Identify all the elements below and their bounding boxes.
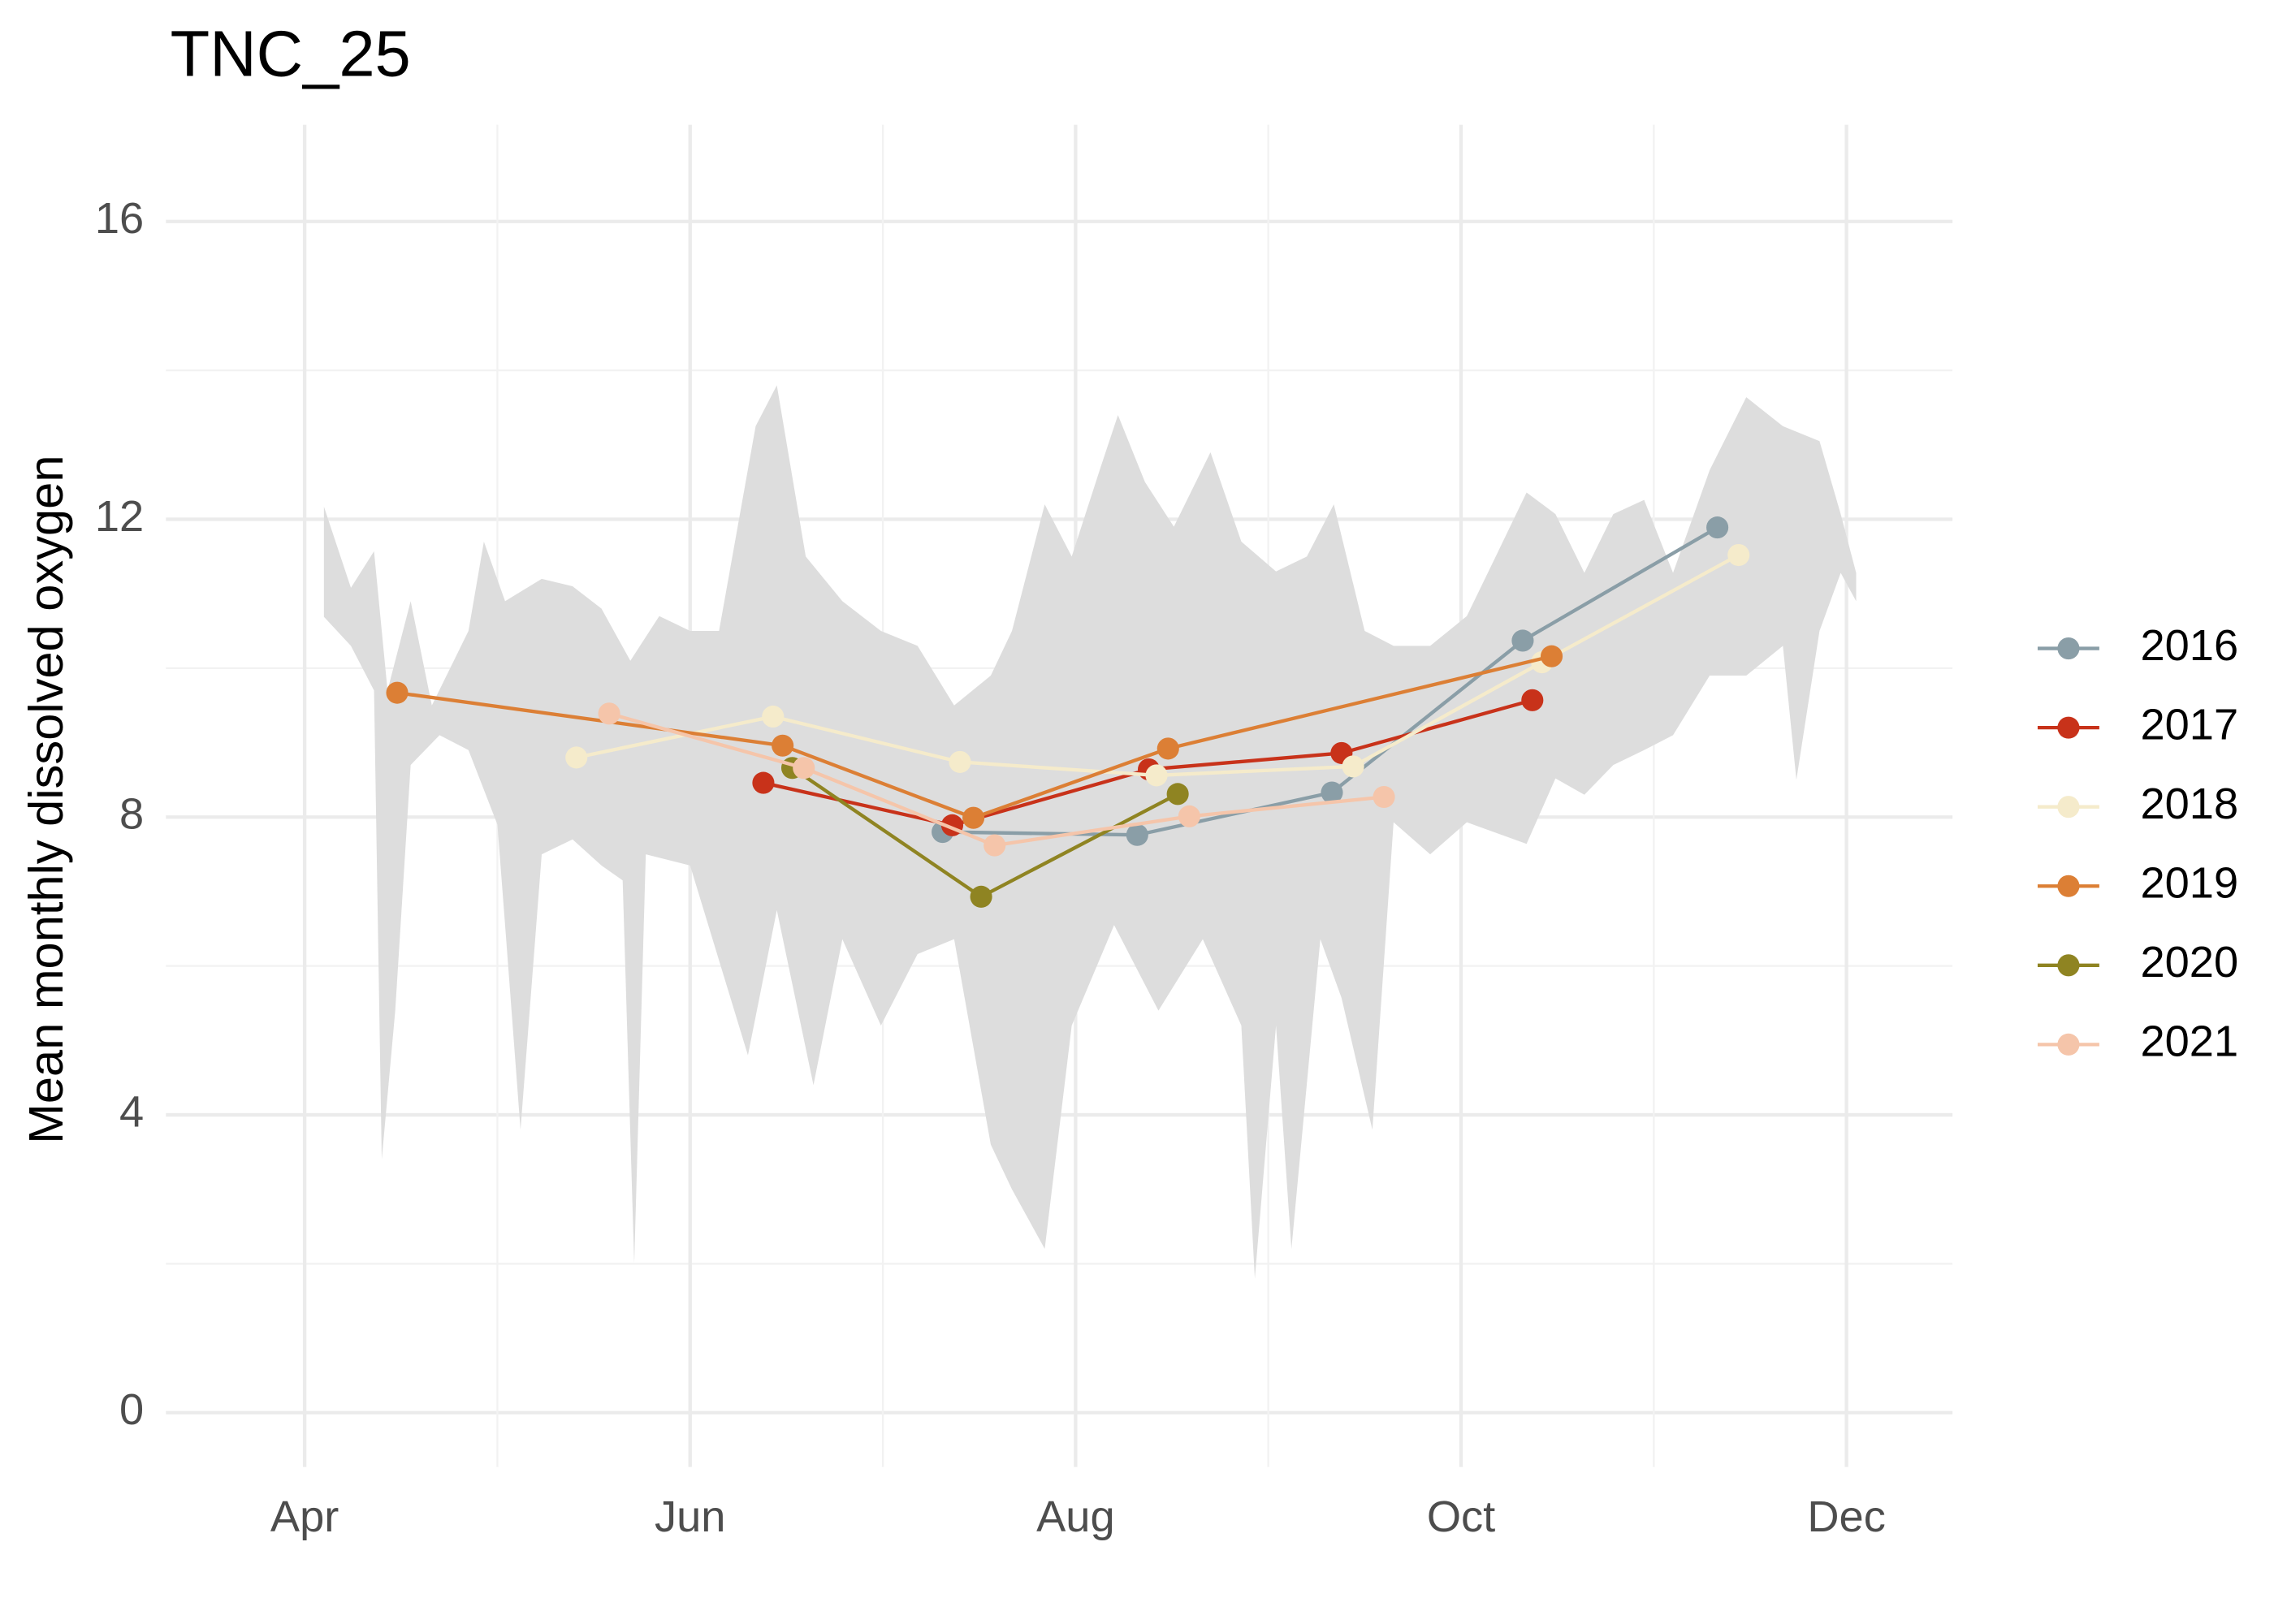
legend-label: 2016: [2141, 621, 2239, 670]
legend-marker: [2057, 954, 2080, 977]
data-point: [1342, 755, 1364, 778]
y-tick-label: 4: [119, 1087, 144, 1136]
data-point: [762, 705, 785, 728]
data-point: [1126, 823, 1148, 846]
data-point: [386, 681, 409, 704]
legend-marker: [2057, 796, 2080, 818]
data-point: [1321, 781, 1343, 804]
y-tick-label: 16: [95, 194, 144, 243]
y-tick-label: 12: [95, 492, 144, 541]
legend-label: 2019: [2141, 859, 2239, 908]
legend-label: 2021: [2141, 1017, 2239, 1066]
x-tick-label: Dec: [1807, 1492, 1885, 1541]
legend-label: 2020: [2141, 938, 2239, 987]
legend-marker: [2057, 637, 2080, 660]
y-tick-label: 8: [119, 790, 144, 839]
x-tick-label: Jun: [655, 1492, 725, 1541]
data-point: [970, 885, 992, 908]
data-point: [598, 702, 620, 725]
chart-title: TNC_25: [171, 17, 411, 89]
x-tick-label: Apr: [270, 1492, 339, 1541]
legend-label: 2017: [2141, 700, 2239, 749]
data-point: [962, 806, 985, 829]
data-point: [565, 746, 588, 769]
data-point: [793, 757, 815, 780]
data-point: [1521, 689, 1544, 711]
legend-label: 2018: [2141, 780, 2239, 828]
data-point: [752, 771, 775, 794]
legend-marker: [2057, 875, 2080, 897]
y-axis-label: Mean monthly dissolved oxygen: [19, 456, 73, 1144]
data-point: [1540, 645, 1563, 667]
data-point: [1706, 516, 1729, 539]
data-point: [1511, 629, 1534, 652]
data-point: [1373, 785, 1395, 809]
y-tick-label: 0: [119, 1385, 144, 1434]
data-point: [1166, 783, 1189, 806]
x-tick-label: Oct: [1427, 1492, 1495, 1541]
legend-marker: [2057, 1033, 2080, 1056]
data-point: [949, 750, 971, 773]
data-point: [1156, 737, 1179, 760]
data-point: [1727, 543, 1750, 567]
data-point: [1178, 805, 1200, 827]
data-point: [984, 834, 1006, 857]
x-tick-label: Aug: [1036, 1492, 1114, 1541]
data-point: [772, 734, 794, 757]
legend-marker: [2057, 716, 2080, 739]
data-point: [1145, 764, 1168, 787]
